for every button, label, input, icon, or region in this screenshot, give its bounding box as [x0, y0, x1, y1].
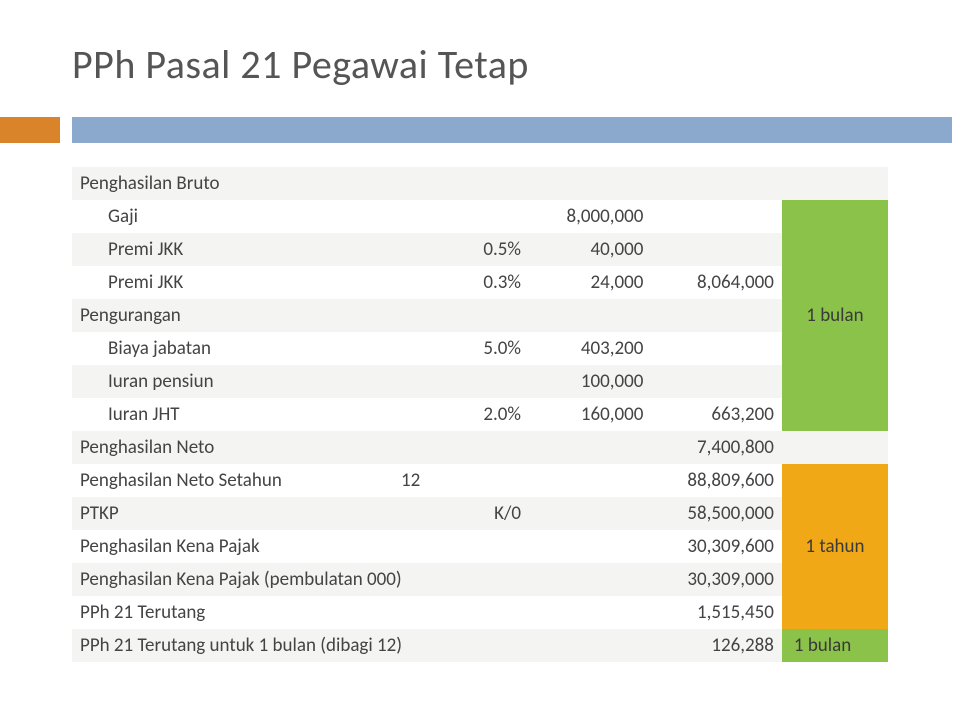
cell: [456, 464, 529, 497]
cell: [366, 266, 456, 299]
cell: [366, 233, 456, 266]
cell: [456, 200, 529, 233]
table-row: Penghasilan Bruto: [72, 167, 888, 200]
table-row: Premi JKK 0.5% 40,000: [72, 233, 888, 266]
row-label: PPh 21 Terutang untuk 1 bulan (dibagi 12…: [72, 629, 651, 662]
row-label: Iuran JHT: [72, 398, 366, 431]
amount-cell: 100,000: [529, 365, 651, 398]
pct-cell: 2.0%: [456, 398, 529, 431]
row-label: Penghasilan Neto Setahun: [72, 464, 366, 497]
cell: [366, 200, 456, 233]
table-row: Premi JKK 0.3% 24,000 8,064,000: [72, 266, 888, 299]
table-row: PTKP K/0 58,500,000: [72, 497, 888, 530]
cell: [651, 365, 782, 398]
sum-cell: 7,400,800: [651, 431, 782, 464]
sum-cell: 30,309,600: [651, 530, 782, 563]
row-label: Penghasilan Kena Pajak: [72, 530, 651, 563]
table-row: Biaya jabatan 5.0% 403,200: [72, 332, 888, 365]
sum-cell: 58,500,000: [651, 497, 782, 530]
code-cell: K/0: [456, 497, 529, 530]
accent-blue-block: [72, 117, 952, 143]
page-title: PPh Pasal 21 Pegawai Tetap: [0, 40, 960, 89]
amount-cell: 24,000: [529, 266, 651, 299]
cell: [456, 365, 529, 398]
period-badge-month: 1 bulan: [782, 200, 888, 431]
sum-cell: 126,288: [651, 629, 782, 662]
amount-cell: 40,000: [529, 233, 651, 266]
table-row: PPh 21 Terutang untuk 1 bulan (dibagi 12…: [72, 629, 888, 662]
slide: PPh Pasal 21 Pegawai Tetap Penghasilan B…: [0, 0, 960, 720]
row-label: Gaji: [72, 200, 366, 233]
row-label: PTKP: [72, 497, 366, 530]
table-row: Pengurangan: [72, 299, 888, 332]
cell: [366, 365, 456, 398]
sum-cell: 88,809,600: [651, 464, 782, 497]
accent-orange-block: [0, 117, 60, 143]
sum-cell: 30,309,000: [651, 563, 782, 596]
amount-cell: 403,200: [529, 332, 651, 365]
cell: [651, 233, 782, 266]
amount-cell: 8,000,000: [529, 200, 651, 233]
pct-cell: 5.0%: [456, 332, 529, 365]
section-header: Penghasilan Bruto: [72, 167, 888, 200]
tax-table: Penghasilan Bruto Gaji 8,000,000 1 bulan…: [72, 167, 888, 662]
cell: [651, 332, 782, 365]
row-label: Penghasilan Neto: [72, 431, 651, 464]
table-row: Penghasilan Kena Pajak 30,309,600: [72, 530, 888, 563]
table-row: Iuran JHT 2.0% 160,000 663,200: [72, 398, 888, 431]
mult-cell: 12: [366, 464, 456, 497]
sum-cell: 663,200: [651, 398, 782, 431]
cell: [366, 398, 456, 431]
pct-cell: 0.3%: [456, 266, 529, 299]
period-badge-month-tail: 1 bulan: [782, 629, 888, 662]
period-badge-year: 1 tahun: [782, 464, 888, 629]
sum-cell: 1,515,450: [651, 596, 782, 629]
row-label: Iuran pensiun: [72, 365, 366, 398]
amount-cell: 160,000: [529, 398, 651, 431]
sum-cell: 8,064,000: [651, 266, 782, 299]
cell: [366, 497, 456, 530]
cell: [782, 431, 888, 464]
table-row: PPh 21 Terutang 1,515,450: [72, 596, 888, 629]
row-label: Premi JKK: [72, 233, 366, 266]
section-header: Pengurangan: [72, 299, 782, 332]
table-row: Penghasilan Kena Pajak (pembulatan 000) …: [72, 563, 888, 596]
table-row: Gaji 8,000,000 1 bulan: [72, 200, 888, 233]
table-row: Iuran pensiun 100,000: [72, 365, 888, 398]
accent-gap: [60, 117, 72, 143]
table-row: Penghasilan Neto 7,400,800: [72, 431, 888, 464]
accent-bar: [0, 117, 960, 143]
cell: [529, 464, 651, 497]
row-label: Penghasilan Kena Pajak (pembulatan 000): [72, 563, 651, 596]
table-row: Penghasilan Neto Setahun 12 88,809,600 1…: [72, 464, 888, 497]
cell: [651, 200, 782, 233]
row-label: Premi JKK: [72, 266, 366, 299]
table-container: Penghasilan Bruto Gaji 8,000,000 1 bulan…: [72, 167, 888, 662]
cell: [529, 497, 651, 530]
row-label: PPh 21 Terutang: [72, 596, 651, 629]
pct-cell: 0.5%: [456, 233, 529, 266]
row-label: Biaya jabatan: [72, 332, 366, 365]
cell: [366, 332, 456, 365]
